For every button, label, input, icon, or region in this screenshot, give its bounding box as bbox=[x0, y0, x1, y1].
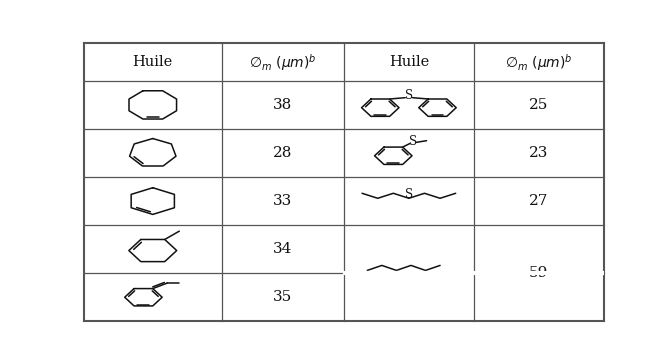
Text: 34: 34 bbox=[273, 242, 293, 256]
Text: $\varnothing_m\ (\mu m)^b$: $\varnothing_m\ (\mu m)^b$ bbox=[249, 52, 317, 73]
Text: 27: 27 bbox=[529, 194, 549, 208]
Text: $\varnothing_m\ (\mu m)^b$: $\varnothing_m\ (\mu m)^b$ bbox=[505, 52, 573, 73]
Text: Huile: Huile bbox=[133, 55, 173, 69]
Text: S: S bbox=[405, 188, 413, 201]
Text: 25: 25 bbox=[529, 98, 549, 112]
Text: 59: 59 bbox=[529, 266, 549, 280]
Text: 23: 23 bbox=[529, 146, 549, 160]
Text: Huile: Huile bbox=[389, 55, 429, 69]
Text: S: S bbox=[405, 89, 413, 102]
Text: 35: 35 bbox=[273, 290, 293, 304]
Text: 38: 38 bbox=[273, 98, 293, 112]
Text: S: S bbox=[409, 135, 417, 148]
Text: 33: 33 bbox=[273, 194, 293, 208]
Text: 28: 28 bbox=[273, 146, 293, 160]
